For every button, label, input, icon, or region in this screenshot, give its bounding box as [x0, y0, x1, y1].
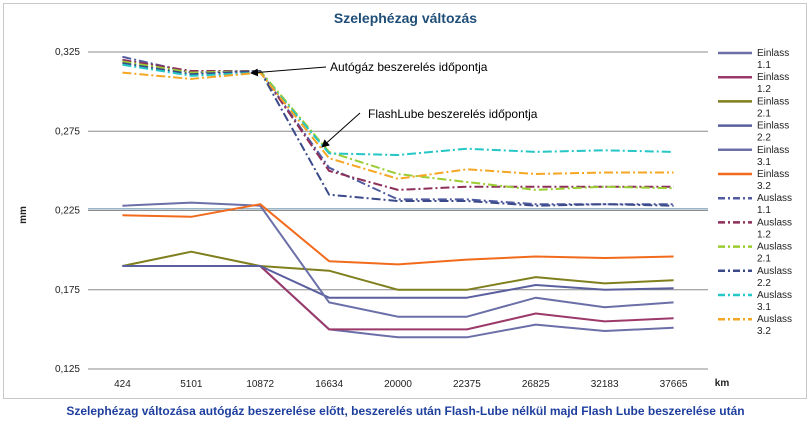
- y-tick-label: 0,275: [55, 126, 80, 137]
- x-tick-label: 37665: [660, 379, 688, 390]
- legend-label: 3.2: [757, 181, 771, 192]
- series-line-8: [122, 58, 674, 191]
- x-tick-label: 16634: [315, 379, 343, 390]
- annotation-label: Autógáz beszerelés időpontja: [330, 60, 488, 74]
- legend-label: 1.1: [757, 60, 771, 71]
- x-tick-label: 424: [114, 379, 131, 390]
- legend-label: 2.2: [757, 278, 771, 289]
- legend-label: Auslass: [757, 242, 792, 253]
- x-tick-label: 22375: [453, 379, 481, 390]
- legend-label: Auslass: [757, 266, 792, 277]
- legend-label: 1.2: [757, 229, 771, 240]
- legend-label: 1.2: [757, 84, 771, 95]
- x-tick-label: 10872: [246, 379, 274, 390]
- legend-label: Einlass: [757, 121, 789, 132]
- series-line-11: [122, 63, 674, 156]
- legend-label: 3.2: [757, 326, 771, 337]
- legend-label: Auslass: [757, 314, 792, 325]
- legend-label: Einlass: [757, 169, 789, 180]
- series-line-4: [122, 265, 674, 299]
- x-tick-label: 26825: [522, 379, 550, 390]
- chart-caption: Szelephézag változása autógáz beszerelés…: [66, 404, 745, 418]
- legend-label: Auslass: [757, 290, 792, 301]
- series-line-9: [122, 60, 674, 191]
- x-tick-label: 5101: [180, 379, 203, 390]
- line-chart: 0,125 0,175 0,225 0,275 0,325 424 5101 10872 166…: [18, 47, 792, 390]
- chart-frame: [3, 3, 807, 399]
- series-line-7: [122, 55, 674, 206]
- legend-label: 2.1: [757, 254, 771, 265]
- legend-label: 3.1: [757, 302, 771, 313]
- y-tick-label: 0,325: [55, 47, 80, 58]
- series-line-6: [122, 203, 674, 266]
- legend-label: 2.1: [757, 108, 771, 119]
- legend-label: 3.1: [757, 157, 771, 168]
- legend-label: Einlass: [757, 145, 789, 156]
- series-line-12: [122, 71, 674, 180]
- annotation-arrow: [250, 66, 327, 77]
- annotation-arrow: [321, 112, 361, 148]
- legend-label: 2.2: [757, 133, 771, 144]
- x-axis-label: km: [715, 378, 730, 389]
- series-line-10: [122, 62, 674, 207]
- legend-label: Einlass: [757, 72, 789, 83]
- series-line-3: [122, 250, 674, 291]
- annotation-label: FlashLube beszerelés időpontja: [368, 107, 538, 121]
- chart-title: Szelephézag változás: [333, 10, 478, 26]
- legend-label: Einlass: [757, 48, 789, 59]
- legend-label: Auslass: [757, 217, 792, 228]
- y-axis-label: mm: [18, 206, 29, 224]
- legend-label: Einlass: [757, 96, 789, 107]
- x-tick-label: 32183: [591, 379, 619, 390]
- y-tick-label: 0,175: [55, 285, 80, 296]
- series-line-1: [122, 265, 674, 339]
- series-line-5: [122, 201, 674, 318]
- legend-label: 1.1: [757, 205, 771, 216]
- x-tick-label: 20000: [384, 379, 412, 390]
- y-tick-label: 0,225: [55, 206, 80, 217]
- legend-label: Auslass: [757, 193, 792, 204]
- y-tick-label: 0,125: [55, 364, 80, 375]
